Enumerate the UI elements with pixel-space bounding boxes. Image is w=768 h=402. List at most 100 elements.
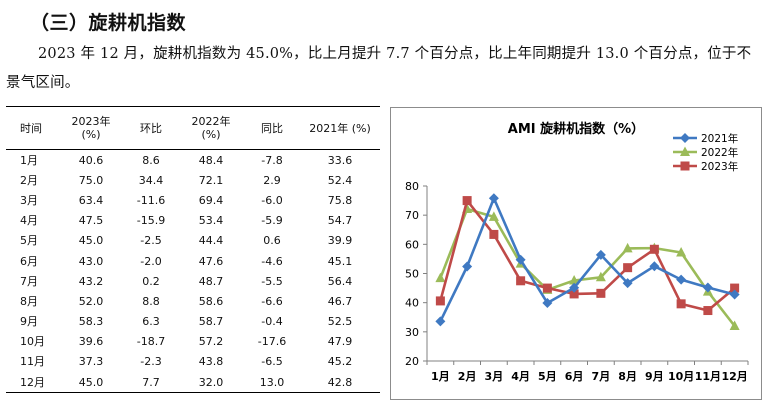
table-cell: 45.1: [327, 254, 353, 268]
table-cell: -0.4: [261, 315, 283, 329]
table-cell: 32.0: [178, 372, 244, 394]
legend-label: 2021年: [701, 132, 738, 145]
table-cell: 39.6: [78, 335, 104, 349]
table-cell: 44.4: [198, 234, 224, 248]
table-cell: 5月: [20, 234, 38, 248]
y-tick-label: 60: [405, 238, 419, 251]
table-cell: 40.6: [78, 153, 104, 167]
table-row: 1月 40.6 8.6 48.4 -7.8 33.6: [6, 150, 380, 171]
series-line-2022年: [439, 207, 736, 327]
x-tick-label: 7月: [592, 370, 611, 383]
x-tick-label: 11月: [695, 370, 721, 383]
table-cell: -7.8: [261, 153, 283, 167]
table-cell: 6月: [20, 254, 38, 268]
data-point: [676, 247, 687, 257]
table-header-row: 时间 2023年 (%) 环比 2022年 (%) 同比 2021年 (%): [6, 106, 380, 150]
x-tick-label: 10月: [668, 370, 694, 383]
table-cell: 8.8: [142, 294, 160, 308]
data-point: [676, 299, 686, 309]
table-row: 5月 45.0 -2.5 44.4 0.6 39.9: [6, 231, 380, 251]
legend-marker: [680, 133, 690, 143]
table-cell: 10月: [20, 335, 45, 349]
data-point: [542, 297, 553, 308]
y-tick-label: 20: [405, 355, 419, 368]
y-tick-label: 80: [405, 180, 419, 193]
data-point: [649, 261, 660, 272]
table-cell: 54.7: [327, 214, 353, 228]
table-cell: 63.4: [78, 193, 104, 207]
table-cell: 58.7: [198, 315, 224, 329]
table-cell: 33.6: [327, 153, 353, 167]
table-cell: 47.5: [78, 214, 104, 228]
data-point: [676, 274, 687, 285]
table-row: 10月 39.6 -18.7 57.2 -17.6 47.9: [6, 332, 380, 352]
table-cell: 2.9: [263, 173, 281, 187]
table-cell: -11.6: [136, 193, 166, 207]
legend-marker: [680, 161, 690, 171]
data-point: [462, 196, 472, 206]
table-cell: 69.4: [198, 193, 224, 207]
col-header-mom: 环比: [124, 106, 178, 150]
table-cell: 53.4: [198, 214, 224, 228]
table-cell: 43.8: [198, 355, 224, 369]
table-cell: 43.2: [78, 274, 104, 288]
data-point: [488, 193, 499, 204]
table-cell: -2.0: [140, 254, 162, 268]
table-cell: 52.0: [78, 294, 104, 308]
series-line-2021年: [439, 196, 735, 322]
table-cell: -2.3: [140, 355, 162, 369]
y-tick-label: 50: [405, 268, 419, 281]
table-cell: 57.2: [198, 335, 224, 349]
legend-label: 2023年: [701, 160, 738, 173]
data-point: [729, 289, 740, 300]
table-cell: 7.7: [124, 372, 178, 394]
line-chart-svg: AMI 旋耕机指数（%） 20 30 40 50 60 70 80 1月 2月 3月 4月 5月 6月 7月…: [405, 121, 749, 383]
table-cell: 13.0: [244, 372, 300, 394]
data-point: [596, 288, 606, 298]
data-point: [435, 316, 446, 327]
table-row: 4月 47.5 -15.9 53.4 -5.9 54.7: [6, 211, 380, 231]
col-header-yoy: 同比: [244, 106, 300, 150]
table-cell: 4月: [20, 214, 38, 228]
table-cell: 7月: [20, 274, 38, 288]
table-cell: 75.0: [78, 173, 104, 187]
table-cell: 0.2: [142, 274, 160, 288]
table-cell: 6.3: [142, 315, 160, 329]
y-tick-label: 40: [405, 297, 419, 310]
index-table: 时间 2023年 (%) 环比 2022年 (%) 同比 2021年 (%) 1月 4…: [6, 106, 380, 394]
data-point: [435, 296, 445, 306]
table-cell: 12月: [6, 372, 58, 394]
table-cell: -6.0: [261, 193, 283, 207]
data-point: [569, 282, 580, 293]
table-cell: -6.5: [261, 355, 283, 369]
data-point: [569, 289, 579, 299]
x-tick-label: 1月: [431, 370, 450, 383]
y-tick-label: 30: [405, 326, 419, 339]
table-cell: 37.3: [78, 355, 104, 369]
table-row: 7月 43.2 0.2 48.7 -5.5 56.4: [6, 271, 380, 291]
data-point: [649, 244, 659, 254]
table-cell: 11月: [20, 355, 45, 369]
table-cell: 52.5: [327, 315, 353, 329]
table-cell: 47.9: [327, 335, 353, 349]
data-point: [435, 272, 446, 283]
data-point: [462, 261, 473, 272]
data-point: [488, 211, 499, 221]
data-point: [730, 283, 740, 293]
table-row: 6月 43.0 -2.0 47.6 -4.6 45.1: [6, 251, 380, 271]
table-cell: 46.7: [327, 294, 353, 308]
table-cell: 42.8: [300, 372, 380, 394]
summary-paragraph: 2023 年 12 月，旋耕机指数为 45.0%，比上月提升 7.7 个百分点，…: [6, 46, 752, 91]
table-cell: 48.4: [198, 153, 224, 167]
legend-label: 2022年: [701, 146, 738, 159]
table-cell: 72.1: [198, 173, 224, 187]
data-point: [702, 282, 713, 293]
data-point: [595, 271, 606, 282]
table-cell: 39.9: [327, 234, 353, 248]
table-row: 11月 37.3 -2.3 43.8 -6.5 45.2: [6, 352, 380, 372]
x-tick-label: 5月: [538, 370, 557, 383]
col-header-2022: 2022年 (%): [178, 106, 244, 150]
data-point: [516, 276, 526, 286]
data-point: [542, 283, 552, 293]
data-point: [569, 275, 580, 285]
